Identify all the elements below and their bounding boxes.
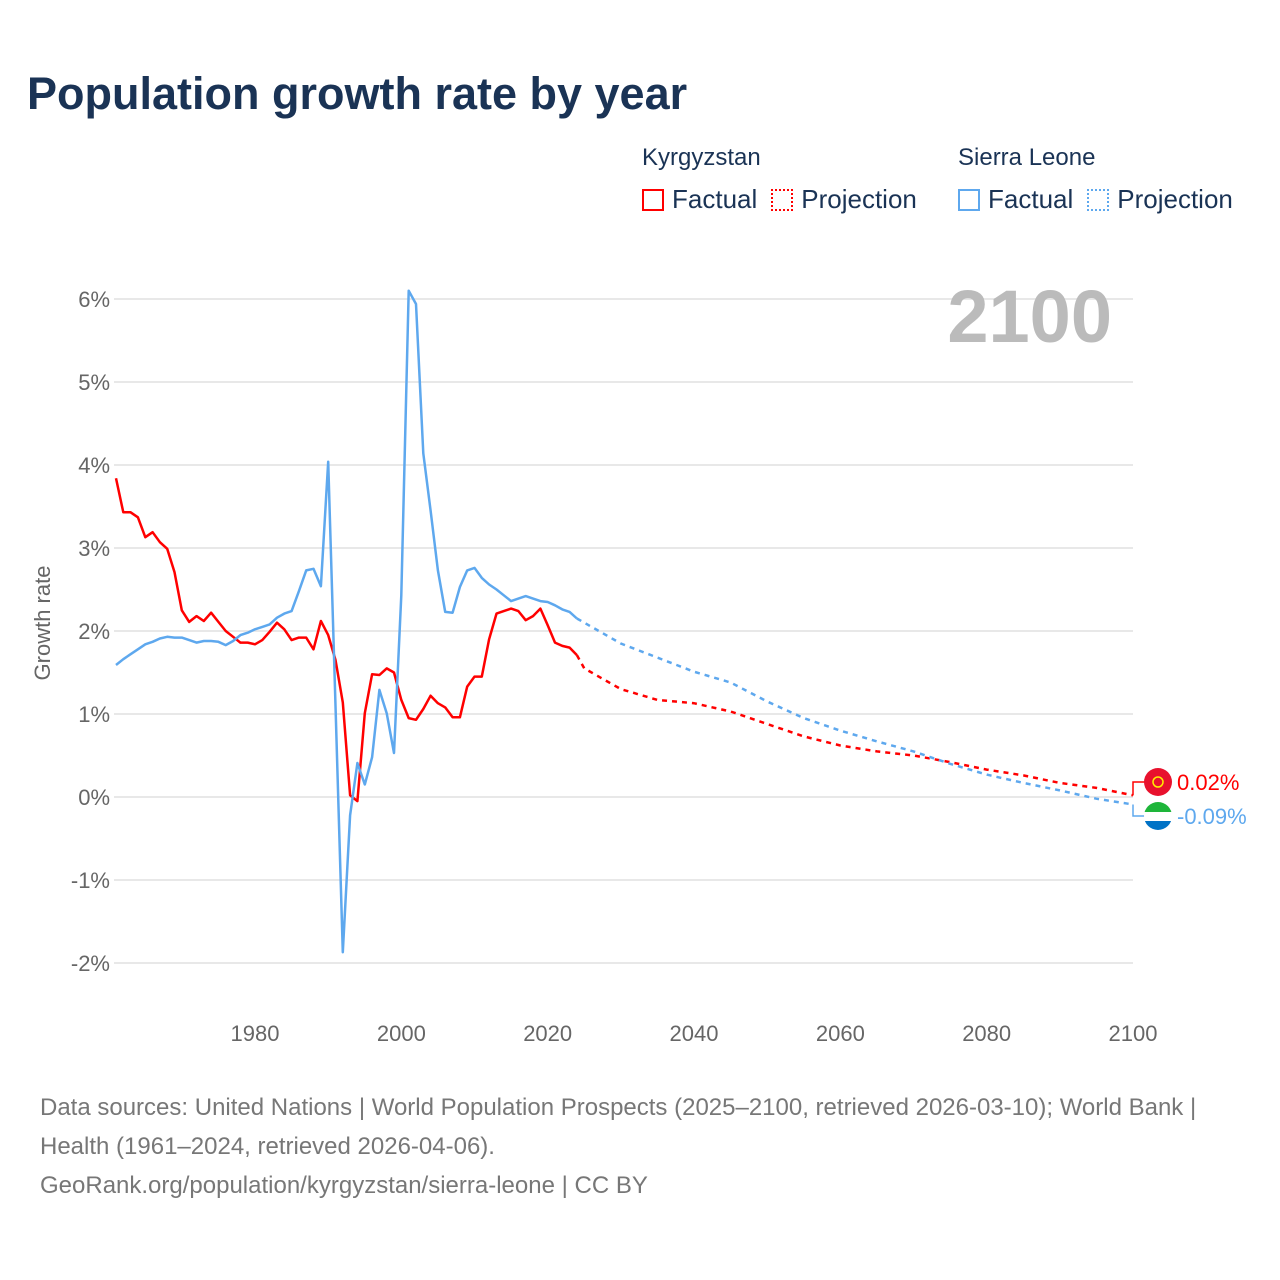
legend-swatch — [1087, 188, 1110, 211]
legend-factual[interactable]: Factual — [958, 184, 1073, 215]
sierra-leone-flag-icon — [1144, 802, 1172, 830]
x-tick-label: 2000 — [377, 1021, 426, 1046]
legend-projection[interactable]: Projection — [1087, 184, 1233, 215]
footer: Data sources: United Nations | World Pop… — [40, 1088, 1240, 1205]
credit-link[interactable]: GeoRank.org/population/kyrgyzstan/sierra… — [40, 1172, 648, 1199]
y-axis-title: Growth rate — [30, 566, 55, 681]
legend-factual[interactable]: Factual — [642, 184, 757, 215]
y-tick-label: 5% — [78, 370, 110, 395]
data-sources: Data sources: United Nations | World Pop… — [40, 1094, 1197, 1160]
y-tick-label: 4% — [78, 453, 110, 478]
x-tick-label: 1980 — [231, 1021, 280, 1046]
y-tick-label: 0% — [78, 785, 110, 810]
kyrgyzstan-end-value: 0.02% — [1177, 770, 1239, 795]
y-tick-label: 1% — [78, 702, 110, 727]
x-tick-label: 2080 — [962, 1021, 1011, 1046]
legend-projection[interactable]: Projection — [771, 184, 917, 215]
y-tick-label: 2% — [78, 619, 110, 644]
x-tick-label: 2040 — [670, 1021, 719, 1046]
end-connector — [1132, 804, 1146, 817]
y-tick-label: 3% — [78, 536, 110, 561]
sierra-leone-end-value: -0.09% — [1177, 804, 1247, 829]
legend-sierra-leone: Sierra Leone Factual Projection — [958, 144, 1247, 215]
legend-swatch — [771, 188, 794, 211]
x-tick-label: 2060 — [816, 1021, 865, 1046]
legend-swatch — [958, 188, 980, 211]
current-year-label: 2100 — [947, 275, 1112, 358]
legend-label: Factual — [988, 184, 1074, 214]
legend-country-label: Kyrgyzstan — [642, 144, 761, 171]
kyrgyzstan-projection-line[interactable] — [575, 654, 1134, 797]
chart-plot: -2% -1% 0% 1% 2% 3% 4% 5% 6% 1980 2000 2020 2040 2060… — [30, 275, 1247, 1046]
kyrgyzstan-factual-line[interactable] — [114, 478, 578, 803]
y-tick-label: -2% — [71, 951, 110, 976]
sierra-leone-projection-line[interactable] — [576, 617, 1134, 806]
chart-title: Population growth rate by year — [27, 68, 688, 119]
legend-country-label: Sierra Leone — [958, 144, 1096, 171]
sierra-leone-factual-line[interactable] — [115, 289, 578, 954]
x-tick-label: 2020 — [523, 1021, 572, 1046]
legend-kyrgyzstan: Kyrgyzstan Factual Projection — [642, 144, 931, 215]
legend-label: Projection — [801, 184, 917, 214]
x-tick-label: 2100 — [1109, 1021, 1158, 1046]
legend-swatch — [642, 188, 664, 211]
y-tick-label: 6% — [78, 287, 110, 312]
y-tick-label: -1% — [71, 868, 110, 893]
end-connector — [1132, 781, 1146, 796]
legend-label: Factual — [672, 184, 758, 214]
kyrgyzstan-flag-icon — [1144, 768, 1172, 796]
legend-label: Projection — [1117, 184, 1233, 214]
